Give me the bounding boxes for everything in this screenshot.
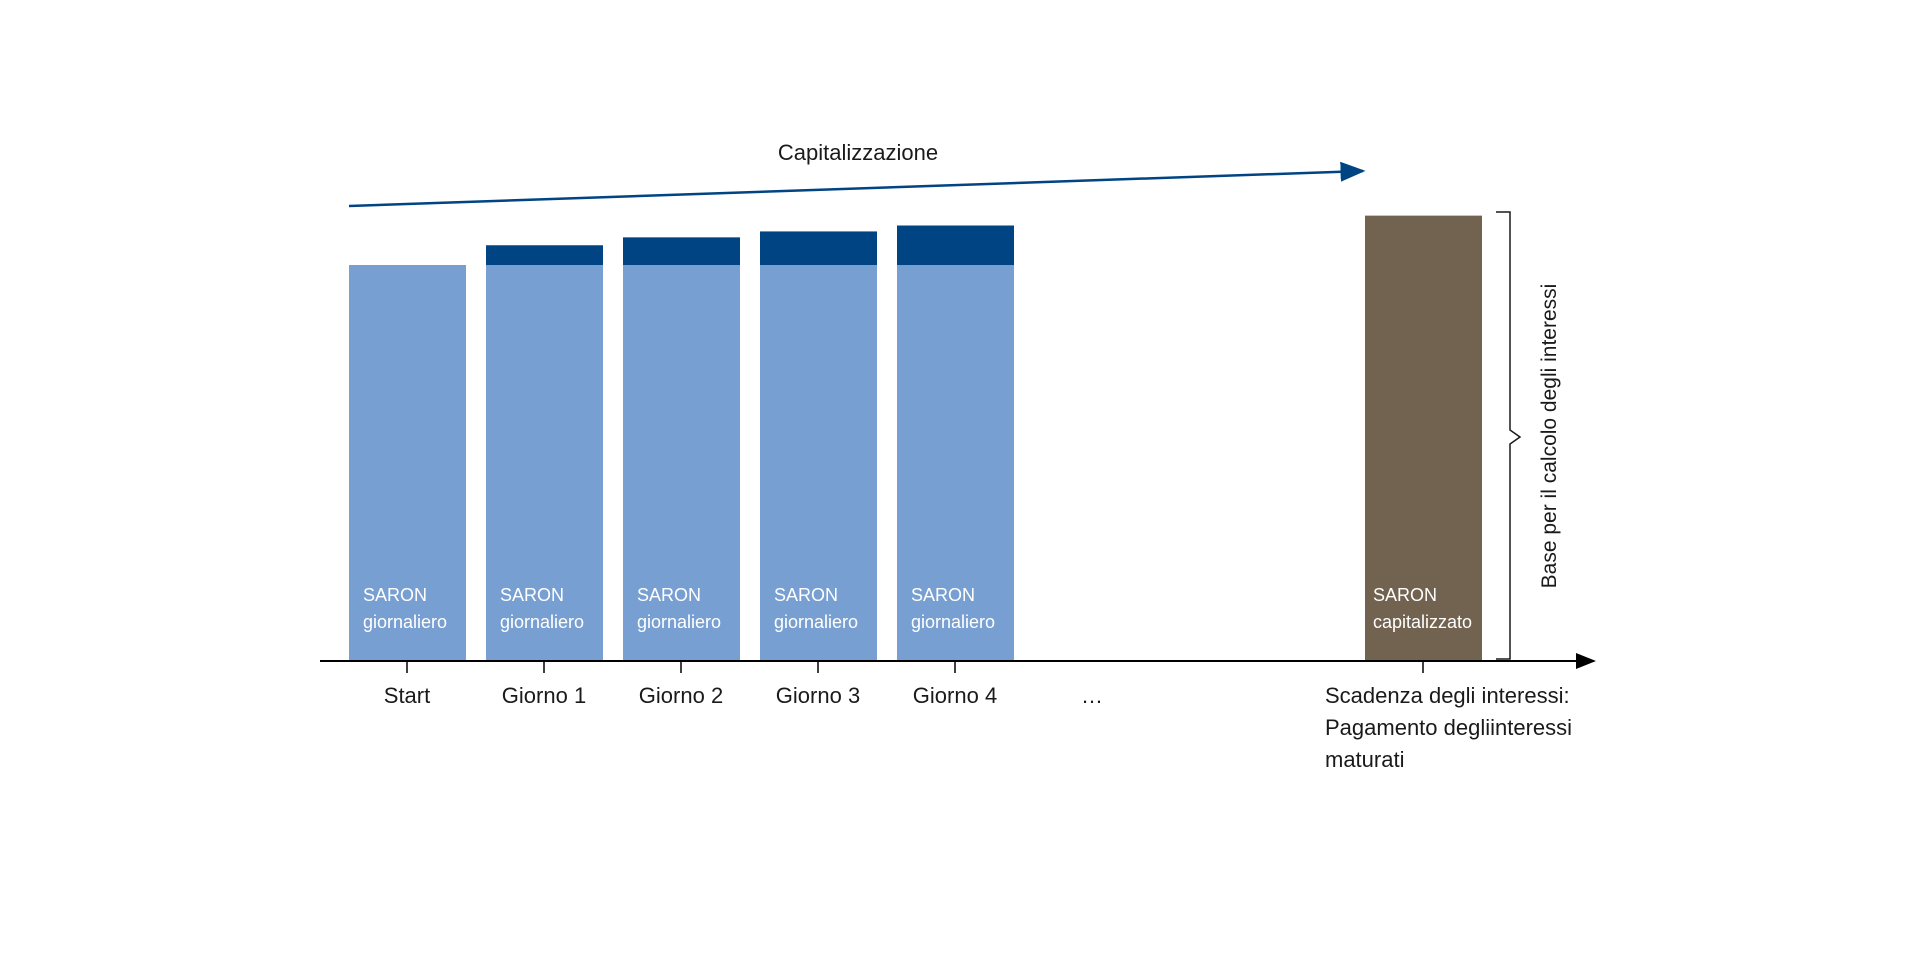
axis-ticks: Start Giorno 1 Giorno 2 Giorno 3 Giorno 4 … <box>384 662 1424 708</box>
x-axis-label: Giorno 4 <box>913 683 997 708</box>
capitalized-increment-bar <box>897 225 1014 265</box>
capitalized-increment-bar <box>760 231 877 265</box>
bar-label-daily: giornaliero <box>500 612 584 632</box>
bar-label-saron: SARON <box>363 585 427 605</box>
capitalized-increment-bar <box>486 245 603 265</box>
x-axis-label: Giorno 3 <box>776 683 860 708</box>
x-axis-label: Start <box>384 683 430 708</box>
capitalization-arrow <box>348 161 1366 208</box>
interest-base-bracket <box>1496 211 1522 660</box>
bar-label-daily: giornaliero <box>363 612 447 632</box>
bar-label-saron: SARON <box>774 585 838 605</box>
bar-label-saron: SARON <box>911 585 975 605</box>
diagram-title: Capitalizzazione <box>778 140 938 165</box>
capitalized-saron-bar <box>1365 215 1482 660</box>
bracket-label: Base per il calcolo degli interessi <box>1538 284 1561 589</box>
maturity-label-line1: Scadenza degli interessi: <box>1325 683 1570 708</box>
bar-label-daily: giornaliero <box>774 612 858 632</box>
daily-saron-bar <box>760 265 877 660</box>
maturity-label-line2: Pagamento degliinteressi <box>1325 715 1572 740</box>
bar-label-capitalized: capitalizzato <box>1373 612 1472 632</box>
bar-label-saron: SARON <box>1373 585 1437 605</box>
bar-label-daily: giornaliero <box>911 612 995 632</box>
daily-saron-bar <box>623 265 740 660</box>
bars-group: SARON giornaliero SARON giornaliero SARON gio… <box>349 215 1482 660</box>
bar-label-daily: giornaliero <box>637 612 721 632</box>
daily-saron-bar <box>486 265 603 660</box>
daily-saron-bar <box>897 265 1014 660</box>
x-axis-label: Giorno 1 <box>502 683 586 708</box>
capitalized-increment-bar <box>623 237 740 265</box>
maturity-label-line3: maturati <box>1325 747 1404 772</box>
x-axis-label: … <box>1081 683 1103 708</box>
bar-label-saron: SARON <box>500 585 564 605</box>
bar-label-saron: SARON <box>637 585 701 605</box>
x-axis-label: Giorno 2 <box>639 683 723 708</box>
daily-saron-bar <box>349 265 466 660</box>
